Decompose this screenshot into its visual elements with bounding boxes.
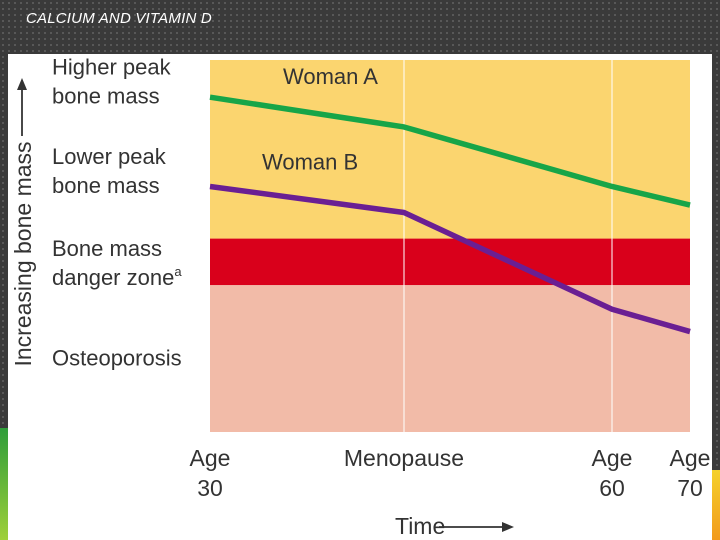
y-annotation-0-line-1: bone mass	[52, 84, 160, 109]
x-tick-sublabel-3: 70	[677, 475, 703, 501]
x-tick-sublabel-2: 60	[599, 475, 625, 501]
x-tick-label-3: Age	[670, 445, 711, 471]
y-labels-layer: Higher peak bone mass Lower peak bone mass O…	[52, 55, 182, 371]
x-axis-title: Time	[395, 513, 445, 539]
x-tick-label-1: Menopause	[344, 445, 464, 471]
series-label-1: Woman B	[262, 149, 358, 174]
y-annotation-1-line-0: Lower peak	[52, 144, 167, 169]
x-axis-title-group: Time	[395, 513, 514, 539]
series-layer: Woman A Woman B	[209, 64, 691, 335]
bone-mass-chart: Woman A Woman B Higher peak bone mass Lower…	[10, 55, 711, 539]
x-tick-label-2: Age	[592, 445, 633, 471]
zones-layer	[210, 60, 690, 432]
chart-card: Woman A Woman B Higher peak bone mass Lower…	[8, 54, 712, 540]
accent-bar-left	[0, 428, 8, 540]
zone-label-1-line-1: danger zonea	[52, 264, 182, 290]
accent-bar-right	[710, 470, 720, 540]
x-tick-label-0: Age	[190, 445, 231, 471]
zone-label-0-line-0: Osteoporosis	[52, 346, 182, 371]
zone-label-1-line-0: Bone mass	[52, 236, 162, 261]
x-axis-arrowhead	[502, 522, 514, 532]
y-axis-title-group: Increasing bone mass	[10, 78, 36, 367]
x-labels-layer: Age 30 Menopause Age 60 Age 70	[190, 445, 711, 501]
zone-band-2	[210, 60, 690, 239]
y-annotation-1-line-1: bone mass	[52, 173, 160, 198]
y-axis-arrowhead	[17, 78, 27, 90]
zone-band-0	[210, 285, 690, 432]
series-label-0: Woman A	[283, 64, 378, 89]
series-line-0	[209, 94, 691, 208]
x-tick-sublabel-0: 30	[197, 475, 223, 501]
series-line-1	[209, 183, 691, 335]
grid-layer	[403, 60, 613, 432]
y-annotation-0-line-0: Higher peak	[52, 55, 172, 80]
slide-title: CALCIUM AND VITAMIN D	[26, 10, 212, 27]
zone-band-1	[210, 238, 690, 286]
y-axis-title: Increasing bone mass	[10, 141, 36, 366]
